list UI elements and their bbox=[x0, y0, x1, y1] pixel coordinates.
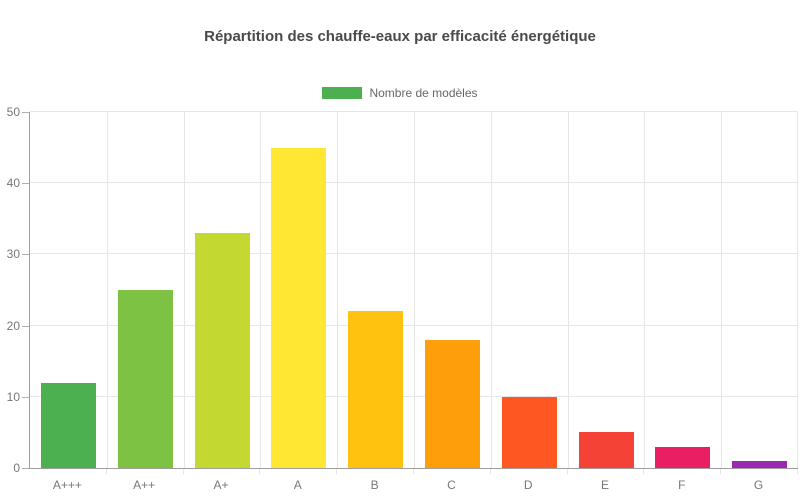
x-axis-tick-label: A+++ bbox=[52, 478, 82, 492]
legend-swatch-icon bbox=[322, 87, 363, 99]
y-axis-tick-label: 30 bbox=[6, 247, 20, 262]
x-axis-tick bbox=[720, 469, 721, 474]
x-axis-tick bbox=[567, 469, 568, 474]
x-axis-tick-label: G bbox=[753, 478, 764, 492]
legend-item[interactable]: Nombre de modèles bbox=[0, 86, 800, 100]
x-axis-tick bbox=[183, 469, 184, 474]
bar-D[interactable] bbox=[501, 396, 557, 468]
x-gridline bbox=[260, 112, 261, 468]
x-axis-tick-label: F bbox=[678, 478, 686, 492]
x-gridline bbox=[568, 112, 569, 468]
x-gridline bbox=[414, 112, 415, 468]
bar-A+[interactable] bbox=[194, 233, 250, 468]
x-gridline bbox=[337, 112, 338, 468]
x-axis-tick bbox=[106, 469, 107, 474]
x-gridline bbox=[107, 112, 108, 468]
x-axis-tick-label: A++ bbox=[133, 478, 156, 492]
bar-F[interactable] bbox=[655, 446, 711, 468]
x-axis-tick-label: B bbox=[370, 478, 379, 492]
x-axis-tick-label: A+ bbox=[213, 478, 229, 492]
x-gridline bbox=[644, 112, 645, 468]
bar-C[interactable] bbox=[424, 339, 480, 468]
x-axis-tick bbox=[259, 469, 260, 474]
legend-label: Nombre de modèles bbox=[369, 86, 478, 100]
bar-A[interactable] bbox=[271, 147, 327, 468]
y-axis-tick bbox=[22, 183, 29, 185]
chart-title: Répartition des chauffe-eaux par efficac… bbox=[204, 28, 596, 45]
x-axis-tick-label: D bbox=[523, 478, 533, 492]
y-axis-tick-label: 0 bbox=[13, 461, 20, 475]
x-gridline bbox=[797, 112, 798, 468]
bar-B[interactable] bbox=[348, 311, 404, 468]
bar-G[interactable] bbox=[732, 460, 788, 468]
x-axis-tick bbox=[336, 469, 337, 474]
y-axis-tick-label: 40 bbox=[6, 176, 20, 191]
plot-area bbox=[29, 111, 798, 469]
y-axis-tick bbox=[22, 112, 29, 113]
bar-E[interactable] bbox=[578, 432, 634, 468]
y-axis-tick-label: 50 bbox=[6, 105, 20, 119]
y-axis-tick bbox=[22, 468, 29, 469]
y-gridline bbox=[30, 111, 798, 112]
x-axis-tick bbox=[490, 469, 491, 474]
x-axis-tick-label: A bbox=[293, 478, 302, 492]
bar-A++[interactable] bbox=[117, 290, 173, 468]
x-axis-tick bbox=[797, 469, 798, 474]
x-gridline bbox=[491, 112, 492, 468]
x-gridline bbox=[184, 112, 185, 468]
y-axis-tick-label: 20 bbox=[6, 318, 20, 333]
x-axis-tick bbox=[643, 469, 644, 474]
y-axis-tick bbox=[22, 396, 29, 398]
x-axis-tick-label: C bbox=[447, 478, 456, 492]
y-axis-tick bbox=[22, 325, 29, 327]
x-axis-tick bbox=[413, 469, 414, 474]
x-gridline bbox=[721, 112, 722, 468]
y-axis-tick-label: 10 bbox=[6, 389, 20, 404]
y-axis-tick bbox=[22, 254, 29, 256]
bar-A+++[interactable] bbox=[40, 382, 96, 468]
x-axis-tick-label: E bbox=[600, 478, 609, 492]
